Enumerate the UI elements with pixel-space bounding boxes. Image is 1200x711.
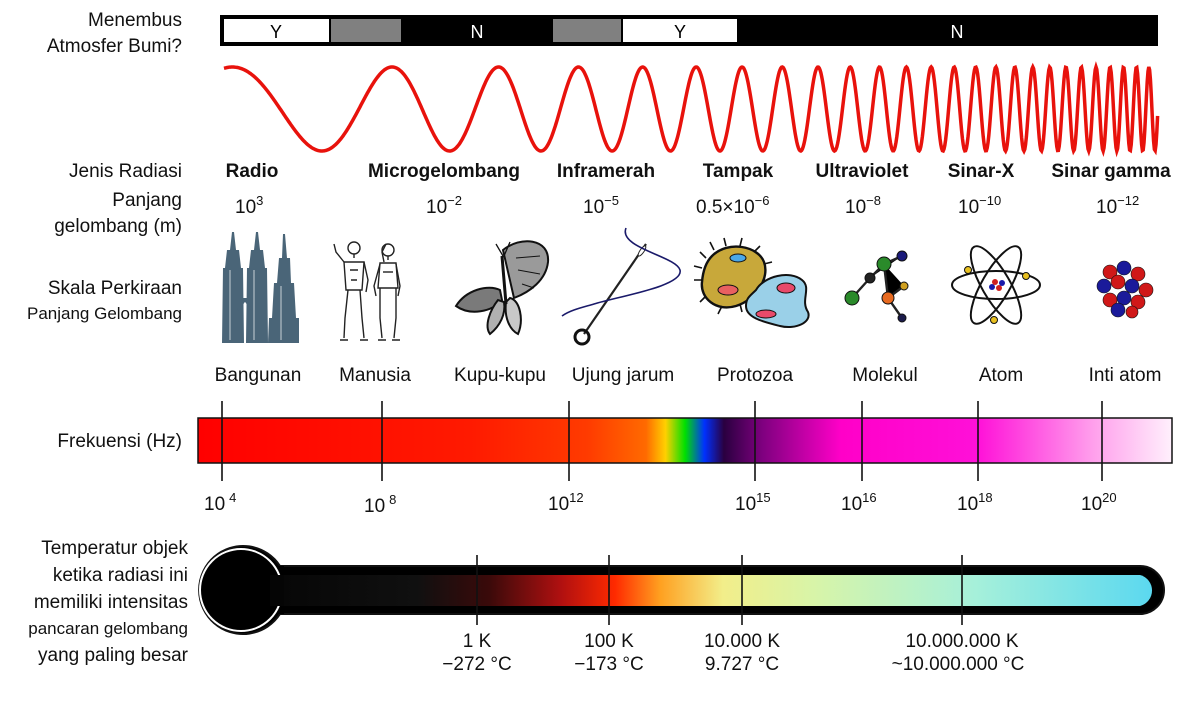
thermometer (198, 545, 1165, 635)
frequency-ticks (221, 401, 1103, 481)
atmosphere-segment-yes (224, 19, 329, 42)
wavelength-value: 10−8 (845, 193, 881, 218)
frequency-label: Frekuensi (Hz) (57, 431, 182, 452)
wavelength-value: 103 (235, 193, 263, 218)
radiation-type-visible: Tampak (703, 161, 774, 182)
atmosphere-segment-label: Y (674, 22, 686, 42)
temperature-tick-kelvin: 100 K (584, 631, 634, 652)
needle-icon (561, 227, 681, 346)
frequency-bar (197, 417, 1173, 464)
temperature-ticks (476, 555, 963, 625)
frequency-tick-label: 1015 (735, 490, 771, 515)
wavelength-value: 10−10 (958, 193, 1001, 218)
scale-item-label: Inti atom (1089, 365, 1162, 386)
temperature-tick-celsius: −272 °C (442, 654, 511, 675)
radiation-type-xray: Sinar-X (948, 161, 1015, 182)
scale-item-label: Bangunan (215, 365, 302, 386)
radiation-type-ultraviolet: Ultraviolet (816, 161, 910, 182)
wavelength-value: 0.5×10−6 (696, 193, 769, 218)
temperature-tick-celsius: ~10.000.000 °C (892, 654, 1025, 675)
atmosphere-segment-label: N (951, 22, 964, 42)
radiation-type-microwave: Microgelombang (368, 161, 520, 182)
temperature-label-line: Temperatur objek (41, 538, 188, 559)
temperature-tick-celsius: 9.727 °C (705, 654, 779, 675)
atmosphere-segment-partial (553, 19, 621, 42)
wavelength-label-line2: gelombang (m) (54, 216, 182, 237)
radiation-type-infrared: Inframerah (557, 161, 655, 182)
scale-item-label: Ujung jarum (572, 365, 674, 386)
scale-item-label: Manusia (339, 365, 411, 386)
atmosphere-segment-label: N (471, 22, 484, 42)
temperature-tick-celsius: −173 °C (574, 654, 643, 675)
atmosphere-segment-label: Y (270, 22, 282, 42)
temperature-tick-kelvin: 10.000.000 K (905, 631, 1018, 652)
temperature-label-line: memiliki intensitas (34, 592, 188, 613)
atom-icon (951, 245, 1041, 325)
humans-icon (333, 241, 401, 341)
butterfly-icon (454, 240, 550, 336)
atmosphere-segment-yes (623, 19, 737, 42)
wave-line (223, 61, 1160, 158)
frequency-tick-label: 1020 (1081, 490, 1117, 515)
radiation-type-radio: Radio (226, 161, 279, 182)
molecule-icon (844, 250, 909, 323)
scale-item-label: Atom (979, 365, 1023, 386)
scale-item-label: Protozoa (717, 365, 793, 386)
frequency-tick-label: 1012 (548, 490, 584, 515)
temperature-label-line: ketika radiasi ini (53, 565, 188, 586)
buildings-icon (222, 232, 299, 343)
radiation-label: Jenis Radiasi (69, 161, 182, 182)
atmosphere-bar: Y N Y N (220, 15, 1158, 46)
frequency-tick-label: 10 8 (364, 492, 396, 517)
scale-label-line2: Panjang Gelombang (27, 304, 182, 323)
scale-label-line1: Skala Perkiraan (48, 278, 182, 299)
atmosphere-segment-partial (331, 19, 401, 42)
frequency-tick-label: 1018 (957, 490, 993, 515)
wavelength-label-line1: Panjang (112, 190, 182, 211)
frequency-tick-label: 1016 (841, 490, 877, 515)
radiation-type-gamma: Sinar gamma (1051, 161, 1171, 182)
atmosphere-label-line1: Menembus (88, 10, 182, 31)
protozoa-icon (693, 237, 810, 328)
wavelength-value: 10−5 (583, 193, 619, 218)
atmosphere-label-line2: Atmosfer Bumi? (47, 36, 182, 57)
nucleus-icon (1096, 260, 1154, 319)
frequency-tick-label: 10 4 (204, 490, 236, 515)
temperature-label-line: pancaran gelombang (28, 619, 188, 638)
scale-item-label: Kupu-kupu (454, 365, 546, 386)
scale-item-label: Molekul (852, 365, 917, 386)
temperature-label-line: yang paling besar (38, 645, 189, 666)
temperature-tick-kelvin: 10.000 K (704, 631, 780, 652)
temperature-tick-kelvin: 1 K (463, 631, 492, 652)
wavelength-value: 10−2 (426, 193, 462, 218)
wavelength-value: 10−12 (1096, 193, 1139, 218)
